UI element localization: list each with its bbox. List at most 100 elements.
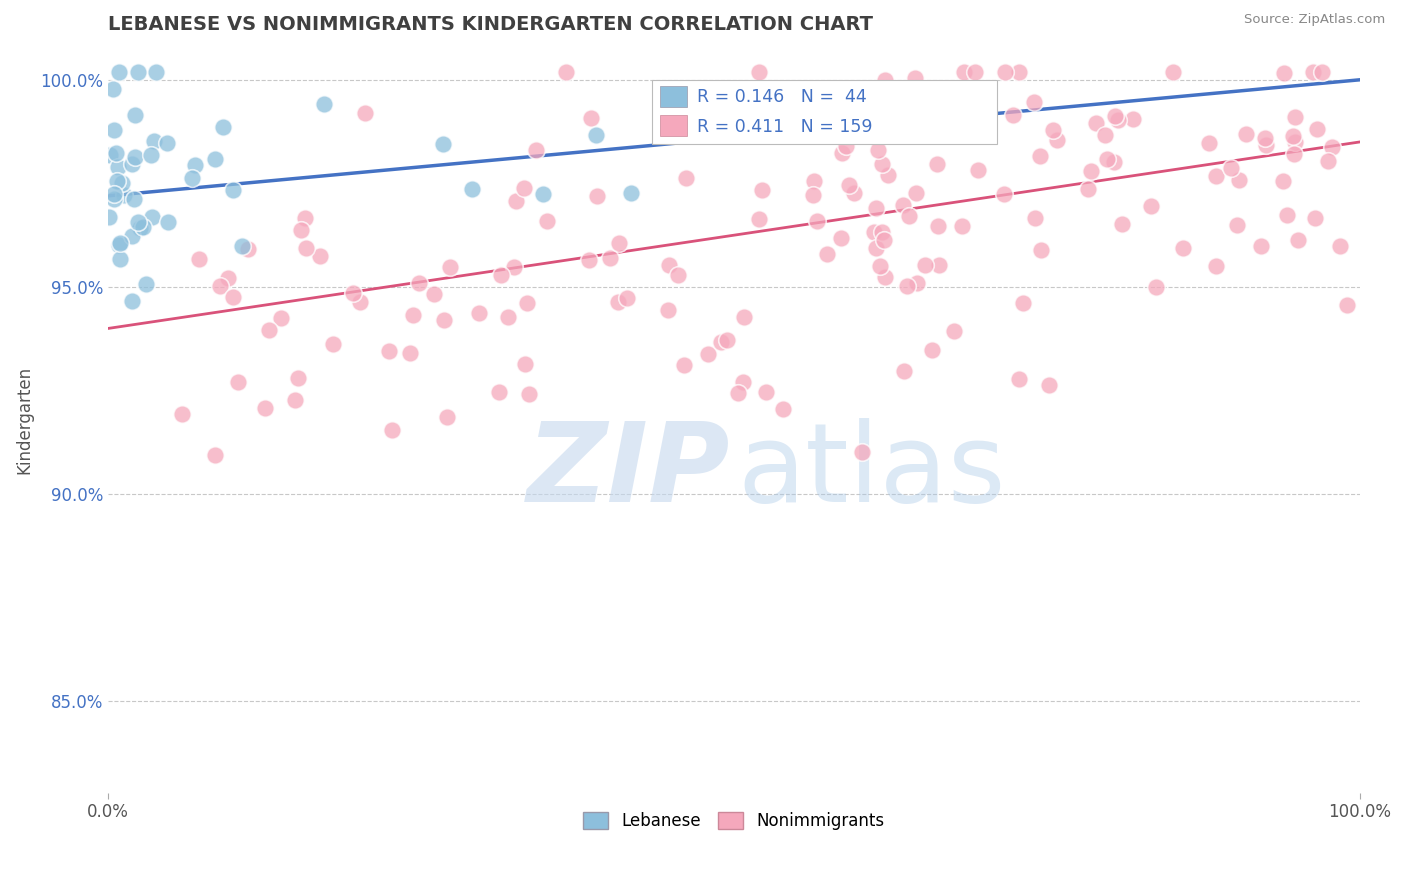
Point [1022, 95, 1045, 109]
Point [607, 294, 630, 309]
Point [488, 384, 510, 399]
Point [1254, 131, 1277, 145]
Point [1227, 172, 1250, 186]
Point [127, 64, 149, 78]
Point [121, 157, 143, 171]
Point [103, 186, 125, 201]
Point [1140, 199, 1163, 213]
Point [581, 111, 603, 125]
Point [830, 231, 852, 245]
Point [524, 143, 547, 157]
Point [221, 290, 243, 304]
Point [993, 186, 1015, 201]
Point [1094, 128, 1116, 142]
Point [204, 448, 226, 462]
Point [873, 270, 896, 285]
Point [1310, 64, 1333, 78]
Point [294, 211, 316, 225]
Point [112, 188, 135, 202]
Point [890, 94, 912, 108]
Point [1205, 169, 1227, 183]
Point [381, 424, 404, 438]
Point [108, 236, 131, 251]
Point [585, 188, 607, 202]
Point [863, 226, 886, 240]
Point [97, 211, 120, 225]
Point [1306, 121, 1329, 136]
Point [322, 337, 344, 351]
Point [815, 246, 838, 260]
Text: LEBANESE VS NONIMMIGRANTS KINDERGARTEN CORRELATION CHART: LEBANESE VS NONIMMIGRANTS KINDERGARTEN C… [108, 15, 873, 34]
Point [1336, 298, 1358, 312]
Point [914, 258, 936, 272]
Point [513, 357, 536, 371]
Point [844, 186, 866, 200]
Point [865, 201, 887, 215]
Point [354, 106, 377, 120]
Point [468, 306, 491, 320]
Point [122, 192, 145, 206]
Point [108, 238, 131, 252]
Point [489, 268, 512, 282]
Point [1220, 161, 1243, 176]
Point [98, 147, 121, 161]
Point [870, 157, 893, 171]
Point [585, 128, 607, 142]
Point [1173, 241, 1195, 255]
Point [401, 308, 423, 322]
Point [1042, 123, 1064, 137]
Point [378, 344, 401, 359]
Point [1012, 296, 1035, 310]
Text: R = 0.411   N = 159: R = 0.411 N = 159 [697, 118, 873, 136]
Point [145, 64, 167, 78]
Point [599, 252, 621, 266]
Point [1031, 243, 1053, 257]
Point [181, 171, 204, 186]
Point [1104, 109, 1126, 123]
Point [904, 70, 927, 85]
Point [290, 223, 312, 237]
Point [1302, 64, 1324, 78]
Point [675, 170, 697, 185]
Point [1275, 208, 1298, 222]
Point [1104, 155, 1126, 169]
Point [1002, 108, 1025, 122]
FancyBboxPatch shape [659, 115, 688, 136]
Point [905, 186, 928, 200]
Point [408, 276, 430, 290]
Point [1122, 112, 1144, 126]
Point [231, 239, 253, 253]
Point [831, 146, 853, 161]
Point [1095, 153, 1118, 167]
Point [1046, 133, 1069, 147]
Point [1107, 112, 1129, 127]
Point [1272, 174, 1295, 188]
Point [170, 407, 193, 421]
Point [898, 209, 921, 223]
Point [108, 64, 131, 78]
Point [1286, 233, 1309, 247]
Point [107, 160, 129, 174]
Point [873, 233, 896, 247]
Point [531, 187, 554, 202]
Text: ZIP: ZIP [526, 418, 730, 525]
Point [1008, 371, 1031, 385]
Point [536, 214, 558, 228]
Point [254, 401, 277, 416]
Point [1111, 218, 1133, 232]
Point [710, 334, 733, 349]
Point [512, 181, 534, 195]
Point [498, 310, 520, 324]
Point [1198, 136, 1220, 150]
Point [208, 279, 231, 293]
Point [461, 182, 484, 196]
Point [1284, 135, 1306, 149]
Point [727, 385, 749, 400]
Point [927, 219, 949, 233]
Point [620, 186, 643, 201]
Point [503, 260, 526, 274]
Point [433, 313, 456, 327]
Point [1317, 153, 1340, 168]
FancyBboxPatch shape [659, 87, 688, 107]
Point [1284, 110, 1306, 124]
